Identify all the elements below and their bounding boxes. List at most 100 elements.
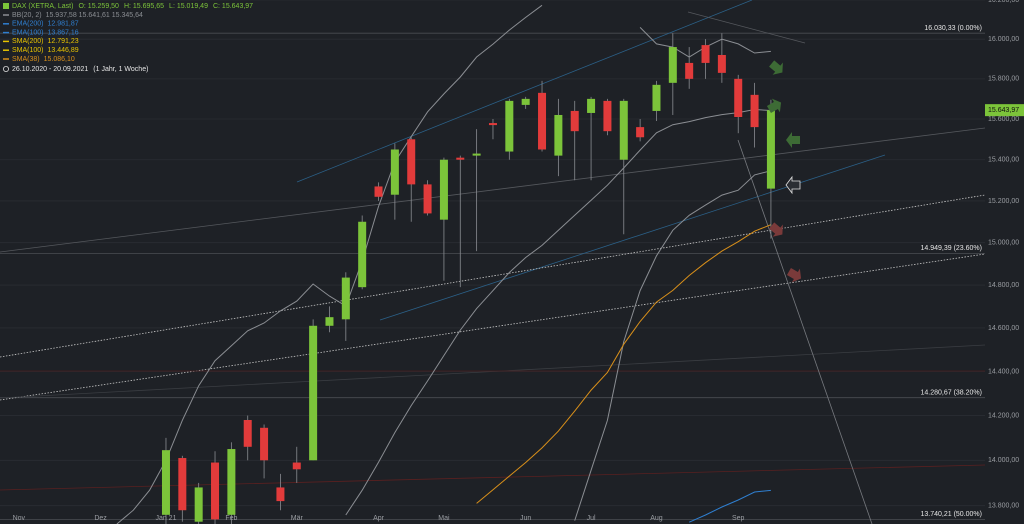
date-range: 26.10.2020 - 20.09.2021 xyxy=(12,66,88,73)
x-tick-label: Mär xyxy=(291,515,304,522)
trend-line xyxy=(379,154,886,321)
candle-body xyxy=(505,100,514,152)
legend-value: 15.086,10 xyxy=(44,56,75,63)
candle-body xyxy=(538,92,547,150)
candle-body xyxy=(488,123,497,126)
candle-body xyxy=(717,54,726,73)
legend-value: 13.867,16 xyxy=(48,29,79,36)
y-tick-label: 14.200,00 xyxy=(988,412,1019,419)
legend-value: 13.446,89 xyxy=(48,47,79,54)
arrow xyxy=(785,175,801,195)
y-tick-label: 14.400,00 xyxy=(988,368,1019,375)
y-tick-label: 15.400,00 xyxy=(988,157,1019,164)
legend-value: 12.791,23 xyxy=(48,38,79,45)
arrow xyxy=(769,222,783,237)
candle-body xyxy=(685,62,694,79)
candle-body xyxy=(652,84,661,111)
legend-name: EMA(100) xyxy=(12,29,44,36)
y-tick-label: 15.800,00 xyxy=(988,76,1019,83)
fib-label: 14.949,39 (23.60%) xyxy=(921,245,983,252)
candle-body xyxy=(292,462,301,470)
candle-body xyxy=(603,100,612,132)
trend-line xyxy=(0,344,985,399)
y-tick-label: 14.800,00 xyxy=(988,282,1019,289)
y-tick-label: 15.000,00 xyxy=(988,240,1019,247)
arrow xyxy=(786,132,800,148)
y-tick-label: 15.200,00 xyxy=(988,198,1019,205)
trend-line xyxy=(0,127,985,253)
candle-body xyxy=(358,221,367,288)
x-tick-label: Dez xyxy=(94,515,107,522)
trend-line xyxy=(0,253,985,401)
indicator-line xyxy=(345,108,771,516)
candle-body xyxy=(390,149,399,195)
candle-body xyxy=(178,458,187,511)
candle-body xyxy=(619,100,628,160)
symbol-icon xyxy=(3,3,9,9)
legend-name: SMA(38) xyxy=(12,56,40,63)
x-tick-label: Apr xyxy=(373,515,385,522)
price-axis: 16.200,00 16.000,00 15.800,00 15.600,00 15.4… xyxy=(13,0,1024,522)
plot-area xyxy=(116,4,775,524)
indicator-line xyxy=(574,170,772,521)
x-tick-label: Jun xyxy=(520,515,531,522)
x-tick-label: Nov xyxy=(13,515,26,522)
candle-body xyxy=(227,449,236,515)
candle-body xyxy=(194,487,203,522)
legend-name: SMA(100) xyxy=(12,47,44,54)
candle-body xyxy=(587,98,596,113)
candle-body xyxy=(570,110,579,132)
clock-icon xyxy=(3,66,9,73)
trend-line xyxy=(687,11,806,44)
candle-body xyxy=(407,139,416,185)
legend-header: L: 15.019,49 xyxy=(169,3,208,10)
candle-body xyxy=(211,462,220,520)
date-range-note: (1 Jahr, 1 Woche) xyxy=(93,66,148,73)
candle-body xyxy=(766,110,775,189)
candle-body xyxy=(734,78,743,117)
signal-arrows xyxy=(766,60,802,283)
x-tick-label: Jan 21 xyxy=(155,515,176,522)
legend-header: C: 15.643,97 xyxy=(213,3,253,10)
last-price-tag xyxy=(985,104,1024,117)
candle-body xyxy=(243,419,252,447)
candle-body xyxy=(276,487,285,502)
legend-header: O: 15.259,50 xyxy=(78,3,119,10)
y-tick-label: 14.000,00 xyxy=(988,457,1019,464)
y-tick-label: 16.200,00 xyxy=(988,0,1019,4)
candle-body xyxy=(260,427,269,461)
candle-body xyxy=(341,277,350,320)
candle-body xyxy=(554,114,563,156)
y-tick-label: 15.600,00 xyxy=(988,116,1019,123)
x-tick-label: Mai xyxy=(438,515,450,522)
candle-body xyxy=(750,94,759,128)
candle-body xyxy=(374,186,383,197)
grid xyxy=(0,0,985,520)
y-tick-label: 14.600,00 xyxy=(988,325,1019,332)
trend-line xyxy=(296,0,753,183)
fib-label: 13.740,21 (50.00%) xyxy=(921,511,983,518)
x-tick-label: Feb xyxy=(225,515,237,522)
fib-label: 16.030,33 (0.00%) xyxy=(924,25,982,32)
fib-label: 14.280,67 (38.20%) xyxy=(921,390,983,397)
indicator-line xyxy=(688,489,771,523)
x-tick-label: Sep xyxy=(732,515,745,522)
legend-value: 12.981,87 xyxy=(48,21,79,28)
last-price-label: 15.643,97 xyxy=(988,107,1019,114)
candle-body xyxy=(701,45,710,63)
arrow xyxy=(769,60,783,75)
legend-name: BB(20, 2) xyxy=(12,12,42,19)
candle-body xyxy=(456,157,465,160)
legend-value: 15.937,58 15.641,61 15.345,64 xyxy=(46,12,143,19)
arrow xyxy=(766,98,782,113)
legend: DAX (XETRA, Last) O: 15.259,50 H: 15.695,6… xyxy=(3,3,253,73)
legend-name: SMA(200) xyxy=(12,38,44,45)
y-tick-label: 13.800,00 xyxy=(988,503,1019,510)
x-tick-label: Aug xyxy=(650,515,663,522)
trend-line xyxy=(737,139,873,524)
y-tick-label: 16.000,00 xyxy=(988,36,1019,43)
indicator-line xyxy=(476,224,772,504)
candle-body xyxy=(161,450,170,515)
